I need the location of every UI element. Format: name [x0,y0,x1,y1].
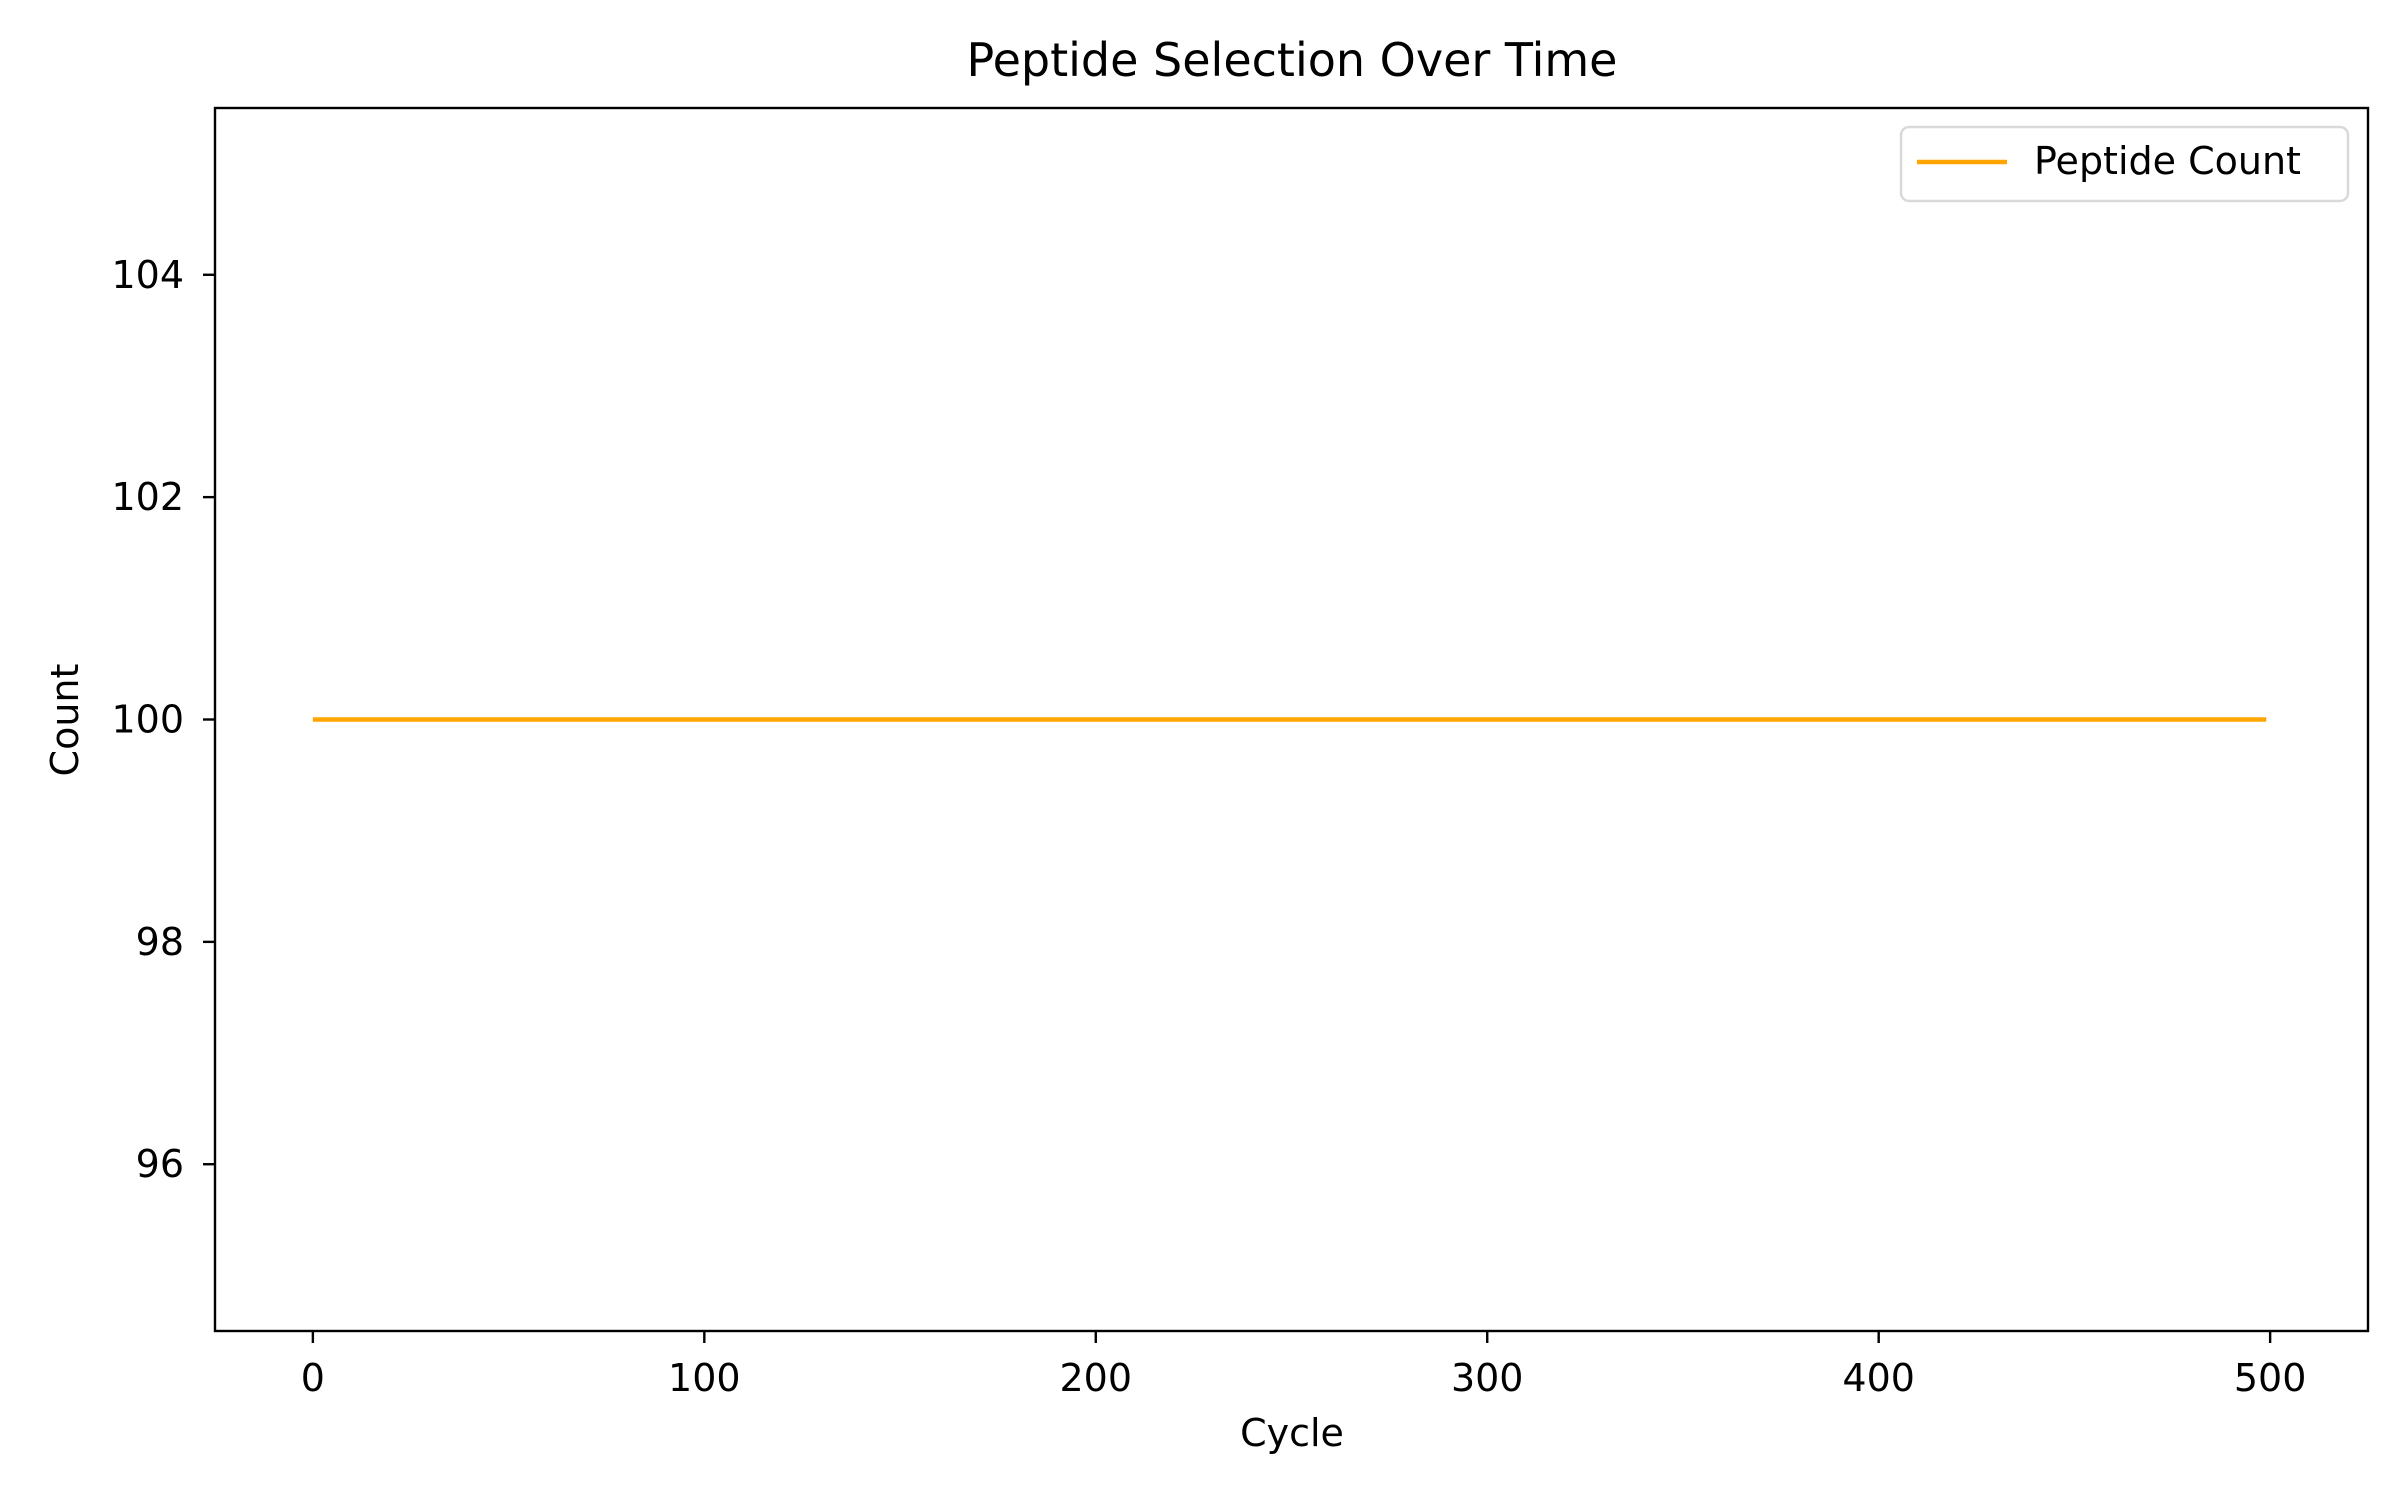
x-tick-label: 200 [1060,1356,1133,1400]
x-tick-label: 100 [668,1356,741,1400]
x-axis-ticks: 0 100 200 300 400 500 [301,1331,2307,1400]
legend-box [1899,125,2350,203]
y-tick-label: 104 [111,253,184,297]
x-tick-label: 400 [1842,1356,1915,1400]
legend-label: Peptide Count [2034,139,2301,183]
y-axis-ticks: 96 98 100 102 104 [111,253,215,1186]
y-tick-label: 98 [136,920,184,964]
chart-title: Peptide Selection Over Time [967,33,1618,87]
x-tick-label: 500 [2234,1356,2307,1400]
y-tick-label: 100 [111,698,184,742]
y-tick-label: 96 [136,1142,184,1186]
x-tick-label: 300 [1451,1356,1524,1400]
x-tick-label: 0 [301,1356,325,1400]
legend: Peptide Count [1899,125,2350,203]
y-axis-label: Count [43,664,87,777]
y-tick-label: 102 [111,475,184,519]
x-axis-label: Cycle [1240,1411,1344,1455]
